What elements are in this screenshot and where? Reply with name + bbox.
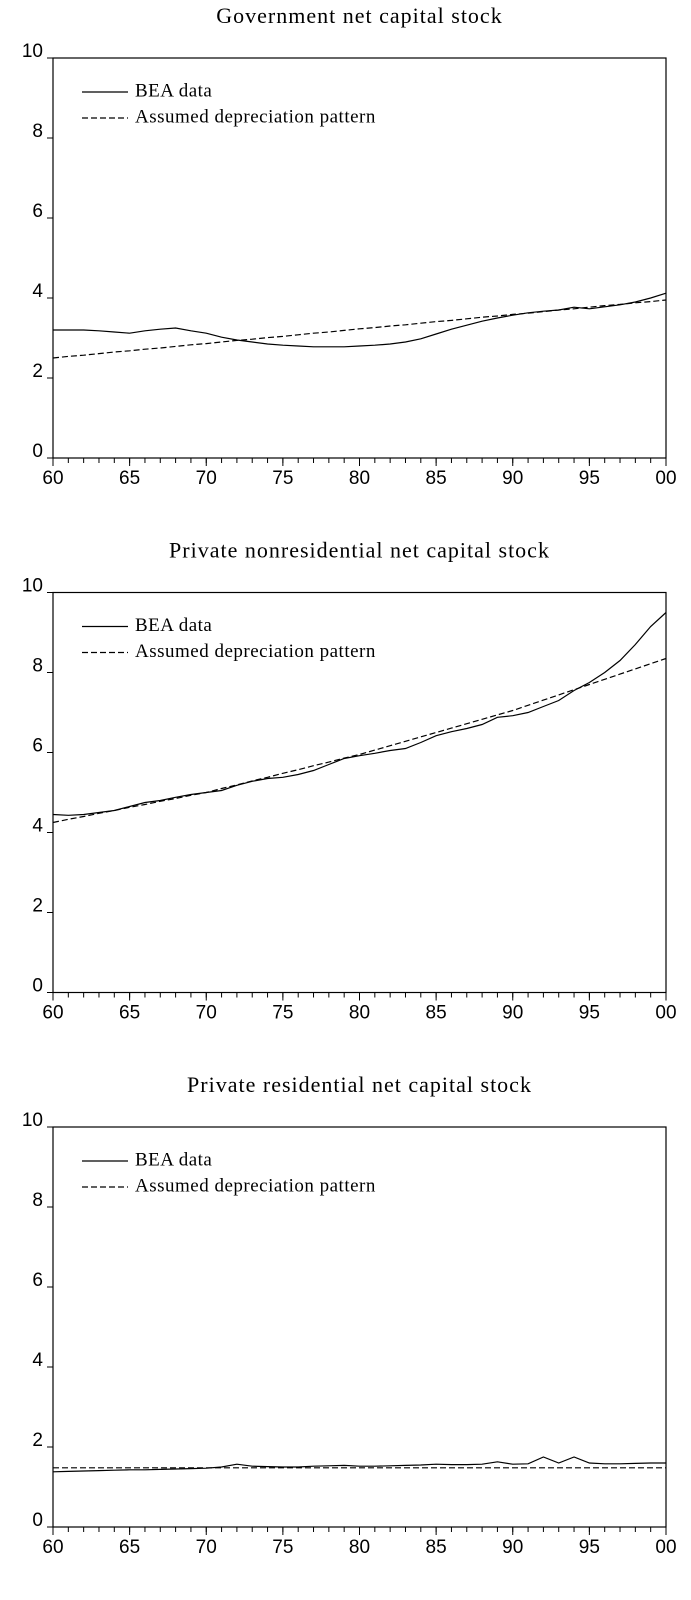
y-tick-label: 4 <box>32 816 43 837</box>
x-tick-label: 60 <box>42 1537 63 1558</box>
x-tick-label: 70 <box>196 1003 217 1024</box>
chart-title: Government net capital stock <box>216 3 502 28</box>
legend-label: Assumed depreciation pattern <box>135 641 376 662</box>
legend-label: Assumed depreciation pattern <box>135 106 376 127</box>
x-tick-label: 90 <box>502 468 523 489</box>
y-tick-label: 6 <box>32 736 43 757</box>
y-tick-label: 8 <box>32 121 43 142</box>
y-tick-label: 8 <box>32 1190 43 1211</box>
y-tick-label: 2 <box>32 896 43 917</box>
x-tick-label: 95 <box>579 1003 600 1024</box>
y-tick-label: 0 <box>32 976 43 997</box>
data-line <box>52 657 667 824</box>
legend-label: Assumed depreciation pattern <box>135 1175 376 1196</box>
y-tick-label: 10 <box>22 41 43 62</box>
legend-label: BEA data <box>135 80 212 101</box>
x-tick-label: 60 <box>42 468 63 489</box>
y-tick-label: 0 <box>32 441 43 462</box>
x-tick-label: 80 <box>349 1003 370 1024</box>
x-tick-label: 75 <box>272 1537 293 1558</box>
legend-label: BEA data <box>135 1149 212 1170</box>
x-tick-label: 80 <box>349 1537 370 1558</box>
x-tick-label: 90 <box>502 1003 523 1024</box>
x-tick-label: 65 <box>119 1003 140 1024</box>
y-tick-label: 10 <box>22 1110 43 1131</box>
x-tick-label: 95 <box>579 468 600 489</box>
x-tick-label: 70 <box>196 1537 217 1558</box>
x-tick-label: 60 <box>42 1003 63 1024</box>
x-tick-label: 95 <box>579 1537 600 1558</box>
x-tick-label: 00 <box>655 1537 676 1558</box>
y-tick-label: 0 <box>32 1510 43 1531</box>
data-line <box>52 299 667 359</box>
y-tick-label: 10 <box>22 576 43 597</box>
chart-title: Private residential net capital stock <box>187 1072 532 1097</box>
y-tick-label: 6 <box>32 1270 43 1291</box>
x-tick-label: 65 <box>119 468 140 489</box>
y-tick-label: 4 <box>32 281 43 302</box>
x-tick-label: 80 <box>349 468 370 489</box>
data-line <box>52 1456 666 1473</box>
y-tick-label: 2 <box>32 361 43 382</box>
x-tick-label: 00 <box>655 468 676 489</box>
x-tick-label: 65 <box>119 1537 140 1558</box>
y-tick-label: 8 <box>32 656 43 677</box>
y-tick-label: 6 <box>32 201 43 222</box>
legend-label: BEA data <box>135 615 212 636</box>
x-tick-label: 75 <box>272 1003 293 1024</box>
x-tick-label: 85 <box>426 468 447 489</box>
x-tick-label: 75 <box>272 468 293 489</box>
x-tick-label: 90 <box>502 1537 523 1558</box>
x-tick-label: 00 <box>655 1003 676 1024</box>
data-line <box>53 292 667 348</box>
x-tick-label: 85 <box>426 1003 447 1024</box>
y-tick-label: 2 <box>32 1430 43 1451</box>
x-tick-label: 85 <box>426 1537 447 1558</box>
data-line <box>52 612 667 816</box>
x-tick-label: 70 <box>196 468 217 489</box>
chart-title: Private nonresidential net capital stock <box>169 538 550 563</box>
y-tick-label: 4 <box>32 1350 43 1371</box>
